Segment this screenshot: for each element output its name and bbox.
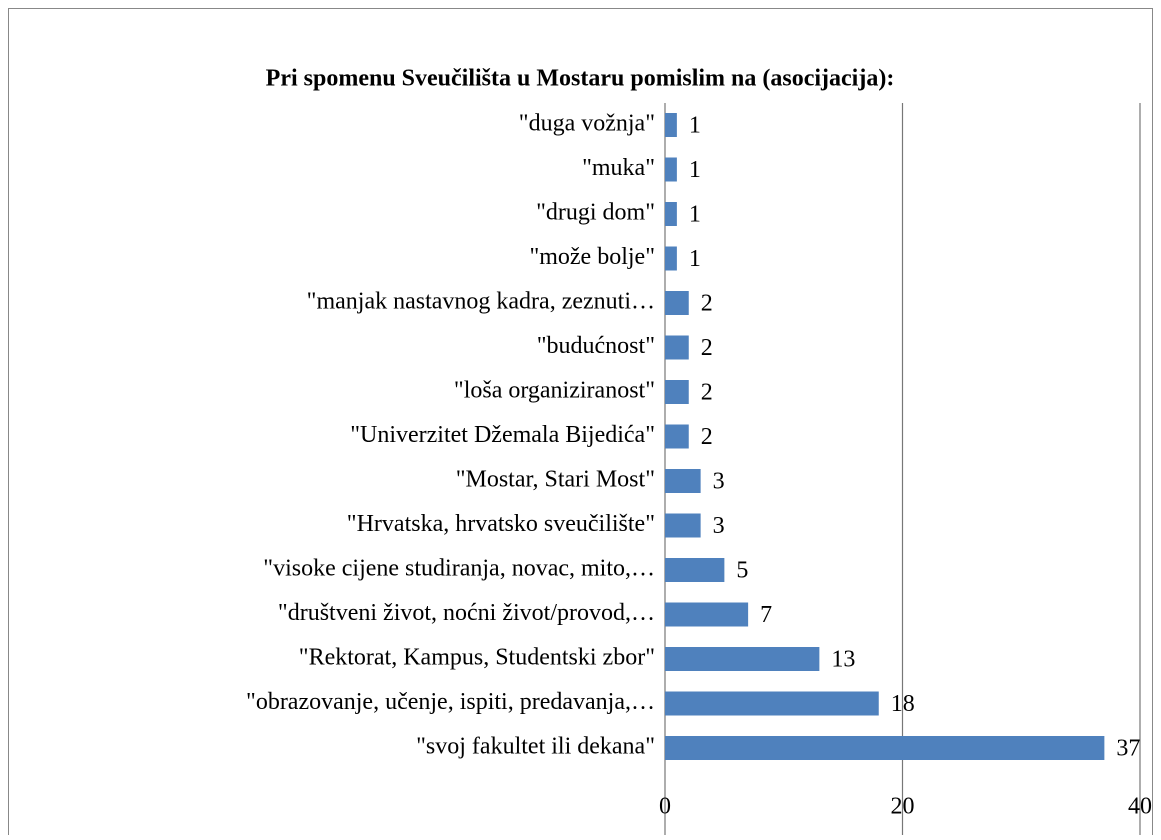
value-label: 3 <box>713 513 725 539</box>
bar <box>665 335 689 360</box>
y-tick-label: "može bolje" <box>529 244 655 270</box>
value-label: 5 <box>736 558 748 584</box>
y-tick-label: "muka" <box>582 155 655 181</box>
y-tick-label: "drugi dom" <box>536 200 655 226</box>
bar <box>665 558 725 582</box>
bar <box>665 736 1105 760</box>
y-tick-label: "Univerzitet Džemala Bijedića" <box>350 422 655 448</box>
y-tick-label: "manjak nastavnog kadra, zeznuti… <box>307 289 655 315</box>
y-tick-label: "svoj fakultet ili dekana" <box>416 734 655 760</box>
value-label: 1 <box>689 246 701 272</box>
value-label: 2 <box>701 291 713 317</box>
bar <box>665 380 689 404</box>
value-label: 1 <box>689 202 701 228</box>
y-tick-label: "obrazovanje, učenje, ispiti, predavanja… <box>246 689 655 715</box>
y-tick-label: "Hrvatska, hrvatsko sveučilište" <box>347 511 655 537</box>
x-tick-label: 20 <box>891 794 915 820</box>
y-tick-label: "duga vožnja" <box>519 111 655 137</box>
value-label: 1 <box>689 113 701 139</box>
bar <box>665 291 689 315</box>
y-tick-label: "Mostar, Stari Most" <box>456 467 655 493</box>
y-tick-label: "loša organiziranost" <box>454 378 655 404</box>
y-tick-label: "visoke cijene studiranja, novac, mito,… <box>263 556 655 582</box>
value-label: 1 <box>689 157 701 183</box>
bar <box>665 513 701 538</box>
value-label: 2 <box>701 424 713 450</box>
bar <box>665 157 677 182</box>
chart-frame <box>8 8 1153 840</box>
bar <box>665 113 677 137</box>
chart-title: Pri spomenu Sveučilišta u Mostaru pomisl… <box>266 66 895 92</box>
bar <box>665 691 879 716</box>
bar <box>665 246 677 271</box>
bar <box>665 469 701 493</box>
x-tick-label: 40 <box>1128 794 1152 820</box>
value-label: 7 <box>760 602 772 628</box>
x-tick-label: 0 <box>659 794 671 820</box>
bar <box>665 602 749 627</box>
bar <box>665 647 820 671</box>
y-tick-label: "budućnost" <box>537 333 655 359</box>
y-tick-label: "Rektorat, Kampus, Studentski zbor" <box>299 645 655 671</box>
value-label: 37 <box>1116 736 1140 762</box>
value-label: 2 <box>701 335 713 361</box>
value-label: 2 <box>701 380 713 406</box>
value-label: 13 <box>831 647 855 673</box>
bar <box>665 424 689 449</box>
bar <box>665 202 677 226</box>
y-tick-label: "društveni život, noćni život/provod,… <box>278 600 655 626</box>
value-label: 3 <box>713 469 725 495</box>
value-label: 18 <box>891 691 915 717</box>
